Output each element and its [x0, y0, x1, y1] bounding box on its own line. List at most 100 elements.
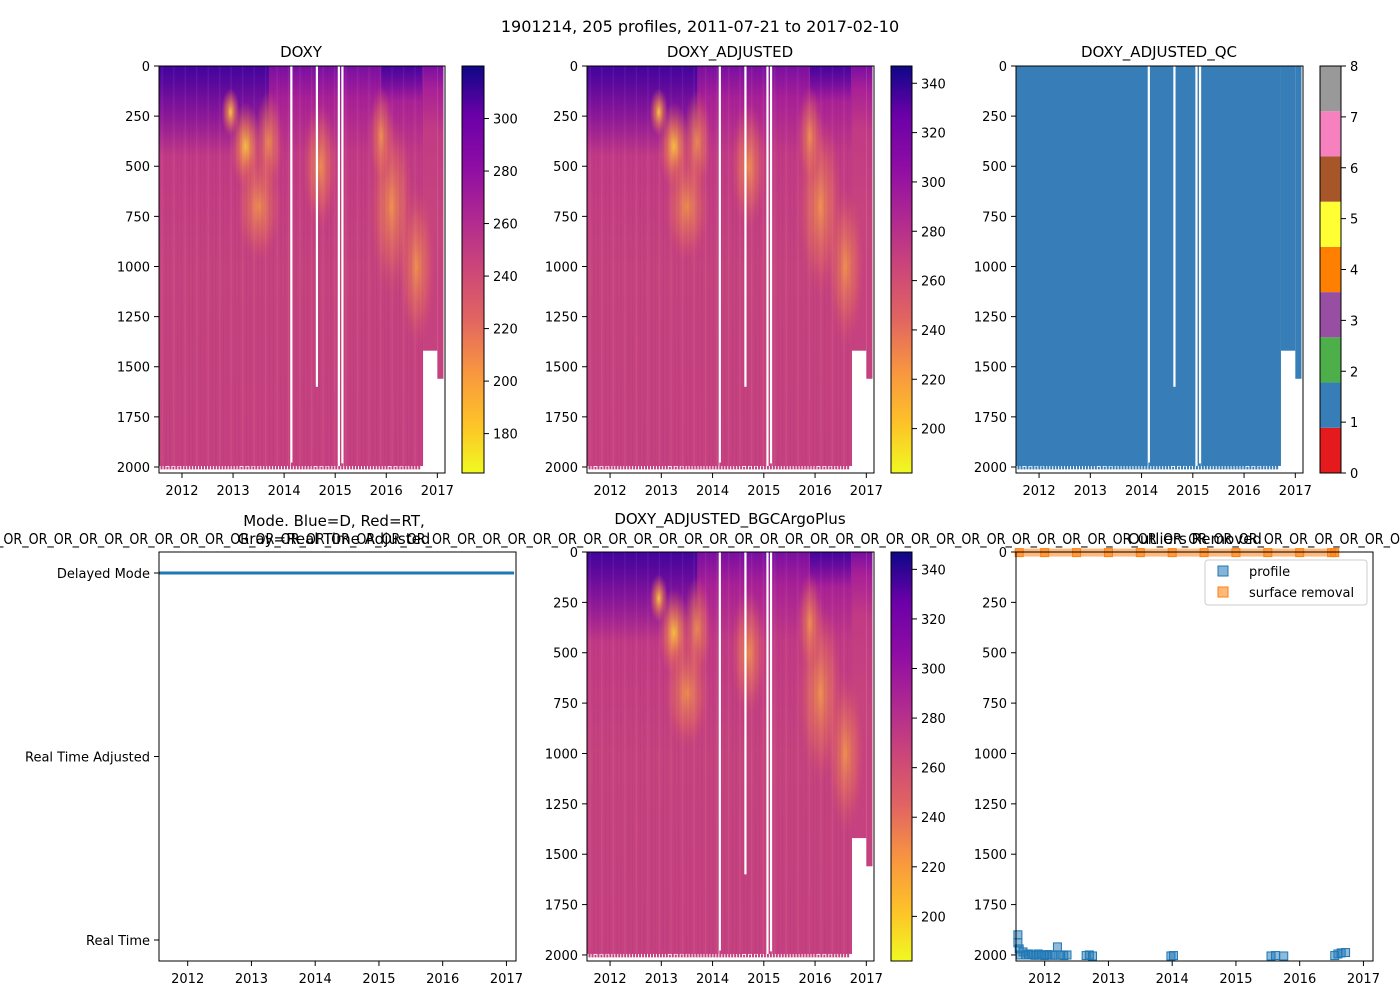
qc-bottom-edge	[1195, 465, 1198, 470]
y-tick-label: 1000	[974, 747, 1007, 762]
heatmap-bottom-edge	[826, 463, 829, 470]
heatmap-bottom-edge	[409, 463, 412, 470]
heatmap-streak	[356, 66, 359, 466]
heatmap-streak	[850, 552, 853, 954]
heatmap-streak	[727, 552, 730, 954]
heatmap-bottom-edge	[276, 465, 279, 470]
qc-bottom-edge	[1094, 464, 1097, 470]
heatmap-bottom-edge	[642, 465, 645, 470]
heatmap-bottom-edge	[600, 466, 603, 470]
colorbar-tick-label: 3	[1350, 314, 1358, 329]
heatmap-streak	[758, 552, 761, 954]
heatmap-lowoxygen-patch	[663, 636, 710, 750]
panel-outliers: Outliers Removed 2012 2013 2014 2015 2016 201…	[974, 530, 1380, 987]
heatmap-streak	[635, 552, 638, 954]
heatmap-bottom-edge	[752, 951, 755, 958]
heatmap-bottom-edge	[621, 463, 624, 470]
y-category-label: Real Time	[86, 934, 150, 949]
colorbar-tick-label: 240	[921, 811, 946, 826]
qc-bottom-edge	[1053, 465, 1056, 470]
heatmap-streak	[693, 66, 695, 466]
y-tick-label: 1250	[974, 311, 1007, 326]
heatmap-bottom-edge	[823, 466, 826, 470]
heatmap-bottom-edge	[376, 462, 379, 470]
heatmap-streak	[253, 66, 255, 466]
heatmap-streak	[245, 66, 248, 466]
heatmap-streak	[839, 552, 841, 954]
panel-bgcargoplus-title: DOXY_ADJUSTED_BGCArgoPlus	[614, 510, 845, 529]
heatmap-bottom-edge	[636, 953, 639, 958]
surface-removal-point	[1040, 548, 1050, 558]
colorbar-segment	[1320, 156, 1341, 202]
heatmap-streak	[677, 552, 680, 954]
heatmap-bottom-edge	[273, 463, 276, 470]
heatmap-bottom-edge	[793, 462, 796, 470]
heatmap-bottom-edge	[618, 953, 621, 958]
heatmap-bottom-edge	[778, 465, 781, 470]
y-tick-label: 1750	[974, 411, 1007, 426]
qc-bottom-edge	[1133, 465, 1136, 470]
heatmap-bottom-edge	[320, 466, 323, 470]
heatmap-streak	[280, 66, 282, 466]
surface-removal-point	[1014, 548, 1024, 558]
heatmap-bottom-edge	[704, 465, 707, 470]
heatmap-bottom-edge	[817, 954, 820, 958]
y-tick-label: 500	[553, 160, 578, 175]
axes-frame	[158, 65, 446, 474]
heatmap-bottom-edge	[591, 952, 594, 958]
heatmap-streak	[754, 552, 757, 954]
heatmap-streak	[789, 66, 791, 466]
heatmap-streak	[812, 552, 814, 954]
heatmap-bottom-edge	[647, 464, 650, 470]
surface-removal-point	[1072, 548, 1082, 558]
surface-removal-point	[1135, 548, 1145, 558]
panel-mode: Mode. Blue=D, Red=RT, Gray=Real Time Adj…	[25, 512, 523, 987]
colorbar-tick-label: 5	[1350, 213, 1358, 228]
profile-outlier-point	[1013, 930, 1023, 940]
y-tick-label: 750	[553, 210, 578, 225]
heatmap-bottom-edge	[261, 463, 264, 470]
heatmap-bottom-edge	[172, 466, 175, 470]
heatmap-bottom-edge	[844, 951, 847, 958]
heatmap-tail-2	[437, 66, 444, 379]
heatmap-bottom-edge	[749, 954, 752, 958]
colorbar-segment	[1320, 246, 1341, 293]
heatmap-streak	[647, 552, 649, 954]
profile-outlier-point	[1088, 951, 1097, 961]
heatmap-streak	[824, 552, 826, 954]
heatmap-bottom-edge	[308, 461, 311, 470]
qc-bottom-edge	[1276, 465, 1279, 470]
heatmap-bottom-edge	[740, 464, 743, 470]
qc-bottom-edge	[1249, 464, 1252, 470]
heatmap-bottom-edge	[184, 466, 187, 470]
heatmap-streak	[654, 66, 657, 466]
x-tick-label: 2015	[319, 484, 352, 499]
surface-removal-point	[1263, 548, 1273, 558]
heatmap-streak	[376, 66, 378, 466]
heatmap-streak	[601, 552, 603, 954]
heatmap-bottom-edge	[588, 461, 591, 470]
heatmap-bottom-edge	[361, 465, 364, 470]
qc-bottom-edge	[1032, 463, 1035, 470]
heatmap-lowoxygen-patch	[730, 102, 767, 231]
heatmap-bottom-edge	[722, 952, 725, 958]
heatmap-streak	[724, 552, 726, 954]
qc-bottom-edge	[1243, 464, 1246, 470]
heatmap-gap	[718, 66, 721, 467]
qc-bottom-edge	[1038, 463, 1041, 470]
y-tick-label: 1000	[117, 260, 150, 275]
heatmap-tail-2	[866, 552, 873, 867]
heatmap-streak	[307, 66, 309, 466]
heatmap-bottom-edge	[665, 952, 668, 958]
heatmap-bottom-edge	[606, 466, 609, 470]
heatmap-streak	[670, 66, 672, 466]
heatmap-streak	[593, 66, 595, 466]
colorbar-frame	[890, 65, 913, 474]
heatmap-lowoxygen-patch	[827, 186, 864, 347]
qc-bottom-edge	[1252, 466, 1255, 470]
heatmap-bottom-edge	[190, 465, 193, 470]
heatmap-bottom-edge	[754, 466, 757, 470]
colorbar-tick-label: 280	[921, 712, 946, 727]
heatmap-streak	[601, 66, 603, 466]
heatmap-bottom-edge	[202, 465, 205, 470]
